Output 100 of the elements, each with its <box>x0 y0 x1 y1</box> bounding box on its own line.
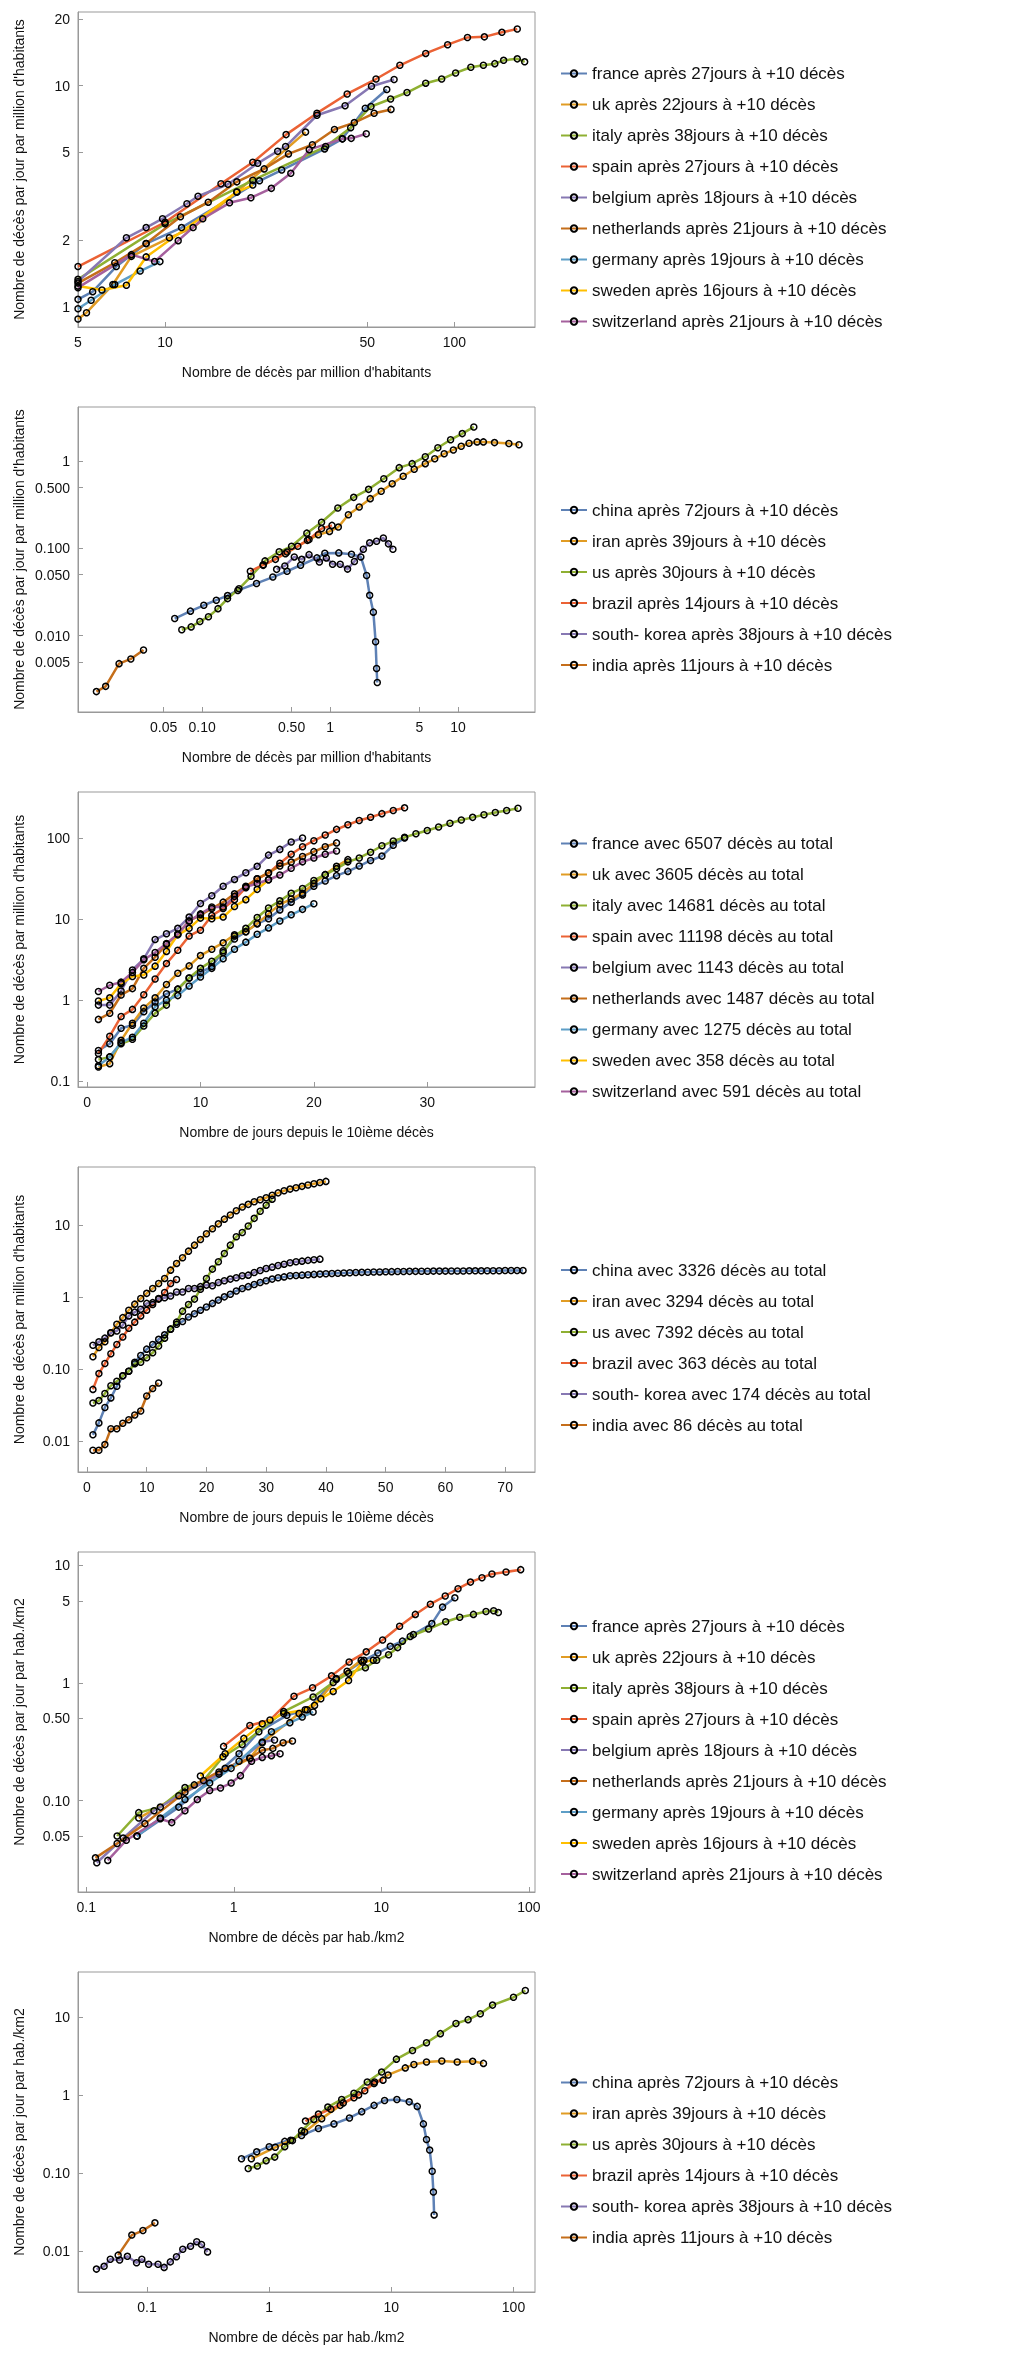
legend-label: south- korea avec 174 décès au total <box>592 1384 871 1404</box>
legend-label: italy avec 14681 décès au total <box>592 896 826 915</box>
x-tick-label: 0.1 <box>137 2299 157 2315</box>
legend-label: brazil avec 363 décès au total <box>592 1353 817 1373</box>
y-tick-label: 1 <box>62 298 71 315</box>
legend-label: china après 72jours à +10 décès <box>592 2073 839 2092</box>
legend-label: switzerland avec 591 décès au total <box>592 1082 862 1101</box>
y-tick-label: 2 <box>62 232 71 249</box>
x-tick-label: 1 <box>265 2299 274 2315</box>
x-tick-label: 40 <box>318 1479 334 1495</box>
x-tick-label: 0 <box>83 1094 92 1110</box>
legend-label: india avec 86 décès au total <box>592 1415 803 1435</box>
y-tick-label: 0.050 <box>34 566 71 583</box>
legend-label: sweden après 16jours à +10 décès <box>592 1833 857 1853</box>
legend-label: china après 72jours à +10 décès <box>592 500 839 520</box>
y-tick-label: 1 <box>62 2087 71 2104</box>
y-tick-label: 0.01 <box>42 2243 71 2260</box>
legend-label: us après 30jours à +10 décès <box>592 562 816 582</box>
legend-label: spain après 27jours à +10 décès <box>592 1709 839 1729</box>
y-tick-label: 1 <box>62 1289 71 1306</box>
x-tick-label: 0.05 <box>150 719 178 735</box>
x-tick-label: 0.1 <box>76 1899 97 1915</box>
x-axis-title: Nombre de décès par hab./km2 <box>208 1929 405 1945</box>
x-tick-label: 30 <box>258 1479 275 1495</box>
y-tick-label: 0.100 <box>34 540 71 557</box>
legend-label: iran après 39jours à +10 décès <box>592 531 826 551</box>
y-tick-label: 1 <box>62 992 71 1009</box>
legend-label: switzerland après 21jours à +10 décès <box>592 312 883 331</box>
legend-label: netherlands après 21jours à +10 décès <box>592 219 887 238</box>
x-tick-label: 1 <box>326 719 335 735</box>
legend-label: belgium après 18jours à +10 décès <box>592 188 858 207</box>
x-tick-label: 0 <box>83 1479 92 1495</box>
legend-label: china avec 3326 décès au total <box>592 1260 827 1280</box>
legend-label: switzerland après 21jours à +10 décès <box>592 1864 883 1884</box>
legend-label: france après 27jours à +10 décès <box>592 64 845 83</box>
legend-label: italy après 38jours à +10 décès <box>592 126 828 145</box>
legend-label: spain après 27jours à +10 décès <box>592 157 839 176</box>
x-tick-label: 50 <box>359 334 376 350</box>
y-tick-label: 0.500 <box>34 479 71 496</box>
legend-label: belgium après 18jours à +10 décès <box>592 1740 858 1760</box>
x-tick-label: 10 <box>373 1899 390 1915</box>
x-tick-label: 20 <box>198 1479 215 1495</box>
y-tick-label: 0.005 <box>34 653 71 670</box>
y-tick-label: 5 <box>62 144 71 161</box>
x-tick-label: 10 <box>157 334 174 350</box>
y-tick-label: 0.05 <box>42 1827 71 1844</box>
x-tick-label: 100 <box>501 2299 526 2315</box>
legend-label: uk après 22jours à +10 décès <box>592 95 816 114</box>
y-tick-label: 0.010 <box>34 627 71 644</box>
x-tick-label: 70 <box>497 1479 514 1495</box>
y-tick-label: 1 <box>62 453 71 470</box>
x-tick-label: 5 <box>74 334 83 350</box>
legend-label: germany après 19jours à +10 décès <box>592 1802 864 1822</box>
legend-label: belgium avec 1143 décès au total <box>592 958 845 977</box>
legend-label: us après 30jours à +10 décès <box>592 2135 816 2154</box>
legend-label: germany avec 1275 décès au total <box>592 1020 852 1039</box>
x-tick-label: 5 <box>415 719 424 735</box>
y-tick-label: 10 <box>54 77 71 94</box>
x-axis-title: Nombre de décès par hab./km2 <box>208 2329 405 2345</box>
legend-label: italy après 38jours à +10 décès <box>592 1678 828 1698</box>
y-tick-label: 0.10 <box>42 1361 71 1378</box>
y-tick-label: 10 <box>54 911 71 928</box>
legend-label: india après 11jours à +10 décès <box>592 2228 833 2247</box>
x-tick-label: 1 <box>229 1899 238 1915</box>
legend-label: sweden avec 358 décès au total <box>592 1051 835 1070</box>
y-tick-label: 0.1 <box>50 1073 71 1090</box>
y-tick-label: 0.50 <box>42 1710 71 1727</box>
x-tick-label: 10 <box>383 2299 400 2315</box>
y-axis-title: Nombre de décès par million d'habitants <box>11 814 27 1065</box>
legend-label: iran après 39jours à +10 décès <box>592 2104 826 2123</box>
x-tick-label: 0.10 <box>188 719 216 735</box>
x-tick-label: 10 <box>450 719 466 735</box>
legend-label: sweden après 16jours à +10 décès <box>592 281 857 300</box>
legend-label: brazil après 14jours à +10 décès <box>592 2166 839 2185</box>
legend-label: south- korea après 38jours à +10 décès <box>592 2197 893 2216</box>
x-tick-label: 10 <box>192 1094 209 1110</box>
y-tick-label: 10 <box>54 2009 71 2026</box>
x-tick-label: 100 <box>442 334 467 350</box>
x-axis-title: Nombre de décès par million d'habitants <box>181 364 432 380</box>
legend-label: france avec 6507 décès au total <box>592 834 833 853</box>
x-tick-label: 0.50 <box>277 719 306 735</box>
legend-label: iran avec 3294 décès au total <box>592 1291 815 1311</box>
legend-label: france après 27jours à +10 décès <box>592 1616 845 1636</box>
legend-label: spain avec 11198 décès au total <box>592 927 834 946</box>
x-tick-label: 50 <box>377 1479 394 1495</box>
x-axis-title: Nombre de décès par million d'habitants <box>181 749 432 765</box>
x-tick-label: 30 <box>419 1094 436 1110</box>
legend-label: us avec 7392 décès au total <box>592 1322 804 1342</box>
y-axis-title: Nombre de décès par jour par million d'habitants <box>11 19 27 320</box>
x-axis-title: Nombre de jours depuis le 10ième décès <box>179 1124 434 1140</box>
x-tick-label: 60 <box>437 1479 454 1495</box>
x-tick-label: 20 <box>306 1094 322 1110</box>
y-tick-label: 1 <box>62 1675 71 1691</box>
legend-label: netherlands après 21jours à +10 décès <box>592 1771 887 1791</box>
legend-label: uk avec 3605 décès au total <box>592 865 804 884</box>
legend-label: germany après 19jours à +10 décès <box>592 250 864 269</box>
legend-label: brazil après 14jours à +10 décès <box>592 593 839 613</box>
y-tick-label: 10 <box>54 1557 71 1574</box>
legend-label: india après 11jours à +10 décès <box>592 655 833 675</box>
y-axis-title: Nombre de décès par jour par million d'habitants <box>11 409 27 710</box>
